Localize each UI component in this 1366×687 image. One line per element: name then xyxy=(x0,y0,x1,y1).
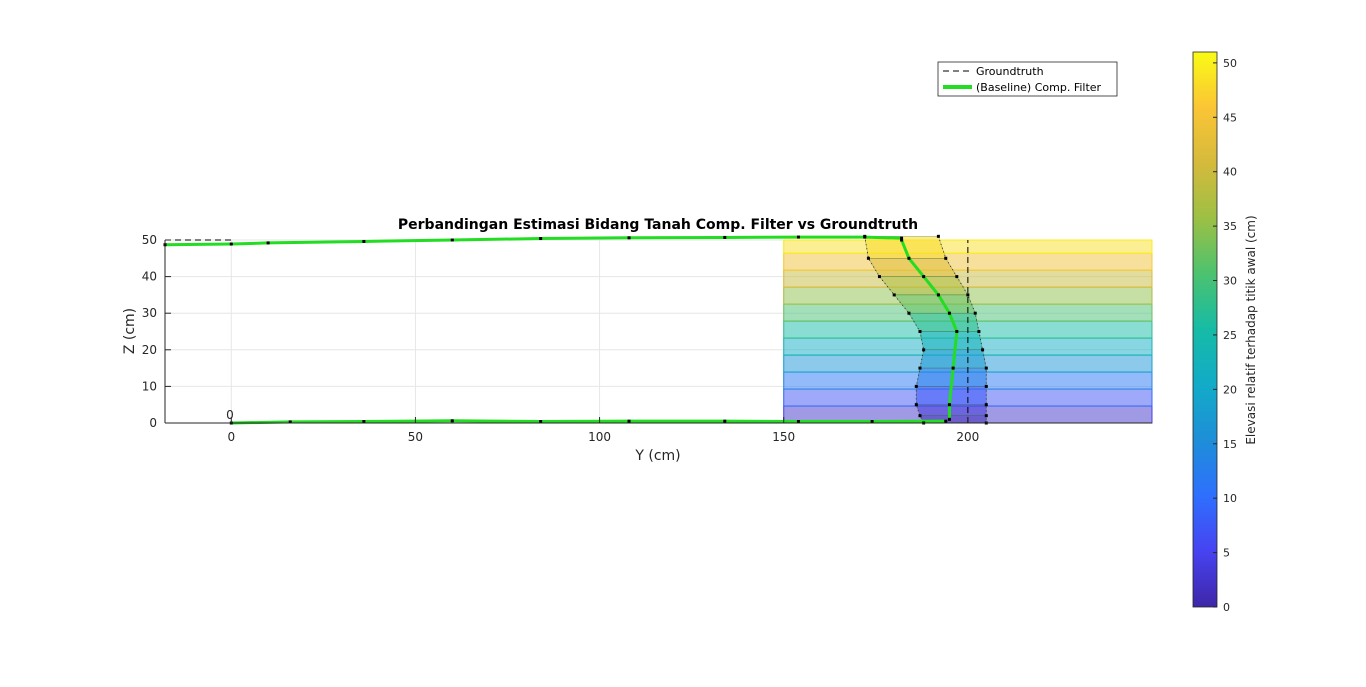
sample-point xyxy=(955,275,959,279)
sample-point xyxy=(877,275,881,279)
axes xyxy=(164,240,1152,424)
sample-point xyxy=(951,366,955,370)
sample-point xyxy=(870,420,874,424)
legend-groundtruth-label: Groundtruth xyxy=(976,65,1044,78)
y-tick-label: 10 xyxy=(142,379,157,393)
colorbar-tick-label: 20 xyxy=(1223,383,1237,396)
x-tick-label: 50 xyxy=(408,430,423,444)
sample-point xyxy=(977,330,981,333)
colorbar: 0 5 10 15 20 25 30 35 40 45 50 Elevasi relatif ter… xyxy=(1192,51,1258,614)
sample-point xyxy=(918,330,922,333)
colorbar-tick-label: 35 xyxy=(1223,220,1237,233)
y-tick-label: 50 xyxy=(142,233,157,247)
sample-point xyxy=(944,256,948,260)
colorbar-tick-label: 30 xyxy=(1223,275,1237,288)
sample-point xyxy=(947,311,951,315)
colorbar-label: Elevasi relatif terhadap titik awal (cm) xyxy=(1244,215,1258,444)
sample-point xyxy=(362,239,366,243)
y-tick-label: 0 xyxy=(149,416,157,430)
sample-point xyxy=(914,384,918,388)
colorbar-tick-label: 5 xyxy=(1223,547,1230,560)
sample-point xyxy=(984,403,988,407)
sample-point xyxy=(907,256,911,260)
surface-strip xyxy=(919,331,983,351)
surface-strip xyxy=(915,404,987,416)
sample-point xyxy=(936,293,940,297)
sample-point xyxy=(984,366,988,370)
surface-right-edge xyxy=(937,236,987,423)
sample-point xyxy=(266,241,270,245)
surface-strip xyxy=(908,312,980,332)
sample-point xyxy=(627,236,631,240)
origin-annotation: 0 xyxy=(226,408,234,422)
sample-point xyxy=(866,256,870,260)
sample-point xyxy=(539,420,543,424)
sample-point xyxy=(288,420,292,424)
colorbar-tick-label: 15 xyxy=(1223,438,1237,451)
sample-point xyxy=(918,366,922,370)
sample-point xyxy=(984,384,988,388)
sample-point xyxy=(914,403,918,407)
sample-point xyxy=(981,348,985,352)
legend: Groundtruth (Baseline) Comp. Filter xyxy=(937,61,1118,97)
x-tick-label: 150 xyxy=(772,430,795,444)
sample-point xyxy=(450,238,454,242)
sample-point xyxy=(450,419,454,423)
x-tick-label: 0 xyxy=(227,430,235,444)
comp-filter-line xyxy=(231,419,946,425)
y-axis-label: Z (cm) xyxy=(122,308,138,354)
sample-point xyxy=(362,420,366,424)
colorbar-gradient xyxy=(1192,51,1218,608)
x-axis-label: Y (cm) xyxy=(634,448,680,464)
colorbar-tick-label: 0 xyxy=(1223,601,1230,614)
sample-point xyxy=(900,236,904,240)
surface-strip xyxy=(878,276,969,296)
sample-point xyxy=(863,234,867,238)
y-tick-label: 20 xyxy=(142,343,157,357)
sample-point xyxy=(922,348,926,352)
colorbar-tick-label: 50 xyxy=(1223,57,1237,70)
sample-point xyxy=(229,242,233,246)
legend-comp-filter-label: (Baseline) Comp. Filter xyxy=(976,81,1102,94)
y-tick-label: 30 xyxy=(142,306,157,320)
colorbar-tick-label: 10 xyxy=(1223,492,1237,505)
sample-point xyxy=(947,417,951,421)
sample-point xyxy=(900,238,904,242)
x-tick-label: 100 xyxy=(588,430,611,444)
colorbar-tick-label: 45 xyxy=(1223,111,1237,124)
sample-point xyxy=(936,234,940,238)
colorbar-tick-label: 25 xyxy=(1223,329,1237,342)
sample-points xyxy=(163,234,988,425)
sample-point xyxy=(966,293,970,297)
legend-box xyxy=(937,61,1118,97)
sample-point xyxy=(955,330,959,333)
sample-point xyxy=(627,419,631,423)
sample-point xyxy=(918,414,922,418)
x-ticks: 0 50 100 150 200 xyxy=(227,417,979,444)
x-tick-label: 200 xyxy=(956,430,979,444)
sample-point xyxy=(723,419,727,423)
sample-point xyxy=(723,235,727,239)
sample-point xyxy=(892,293,896,297)
sample-point xyxy=(796,420,800,424)
sample-point xyxy=(796,235,800,239)
chart-title: Perbandingan Estimasi Bidang Tanah Comp.… xyxy=(398,217,918,233)
sample-point xyxy=(907,311,911,315)
y-ticks: 0 10 20 30 40 50 xyxy=(142,233,171,430)
surface-left-edge xyxy=(864,236,925,424)
sample-point xyxy=(984,414,988,418)
colorbar-tick-label: 40 xyxy=(1223,166,1237,179)
y-tick-label: 40 xyxy=(142,270,157,284)
sample-point xyxy=(944,419,948,423)
estimated-surface xyxy=(864,236,987,424)
colorbar-ticks: 0 5 10 15 20 25 30 35 40 45 50 xyxy=(1213,57,1237,614)
sample-point xyxy=(922,275,926,279)
sample-point xyxy=(973,311,977,315)
sample-point xyxy=(947,403,951,407)
sample-point xyxy=(539,237,543,241)
